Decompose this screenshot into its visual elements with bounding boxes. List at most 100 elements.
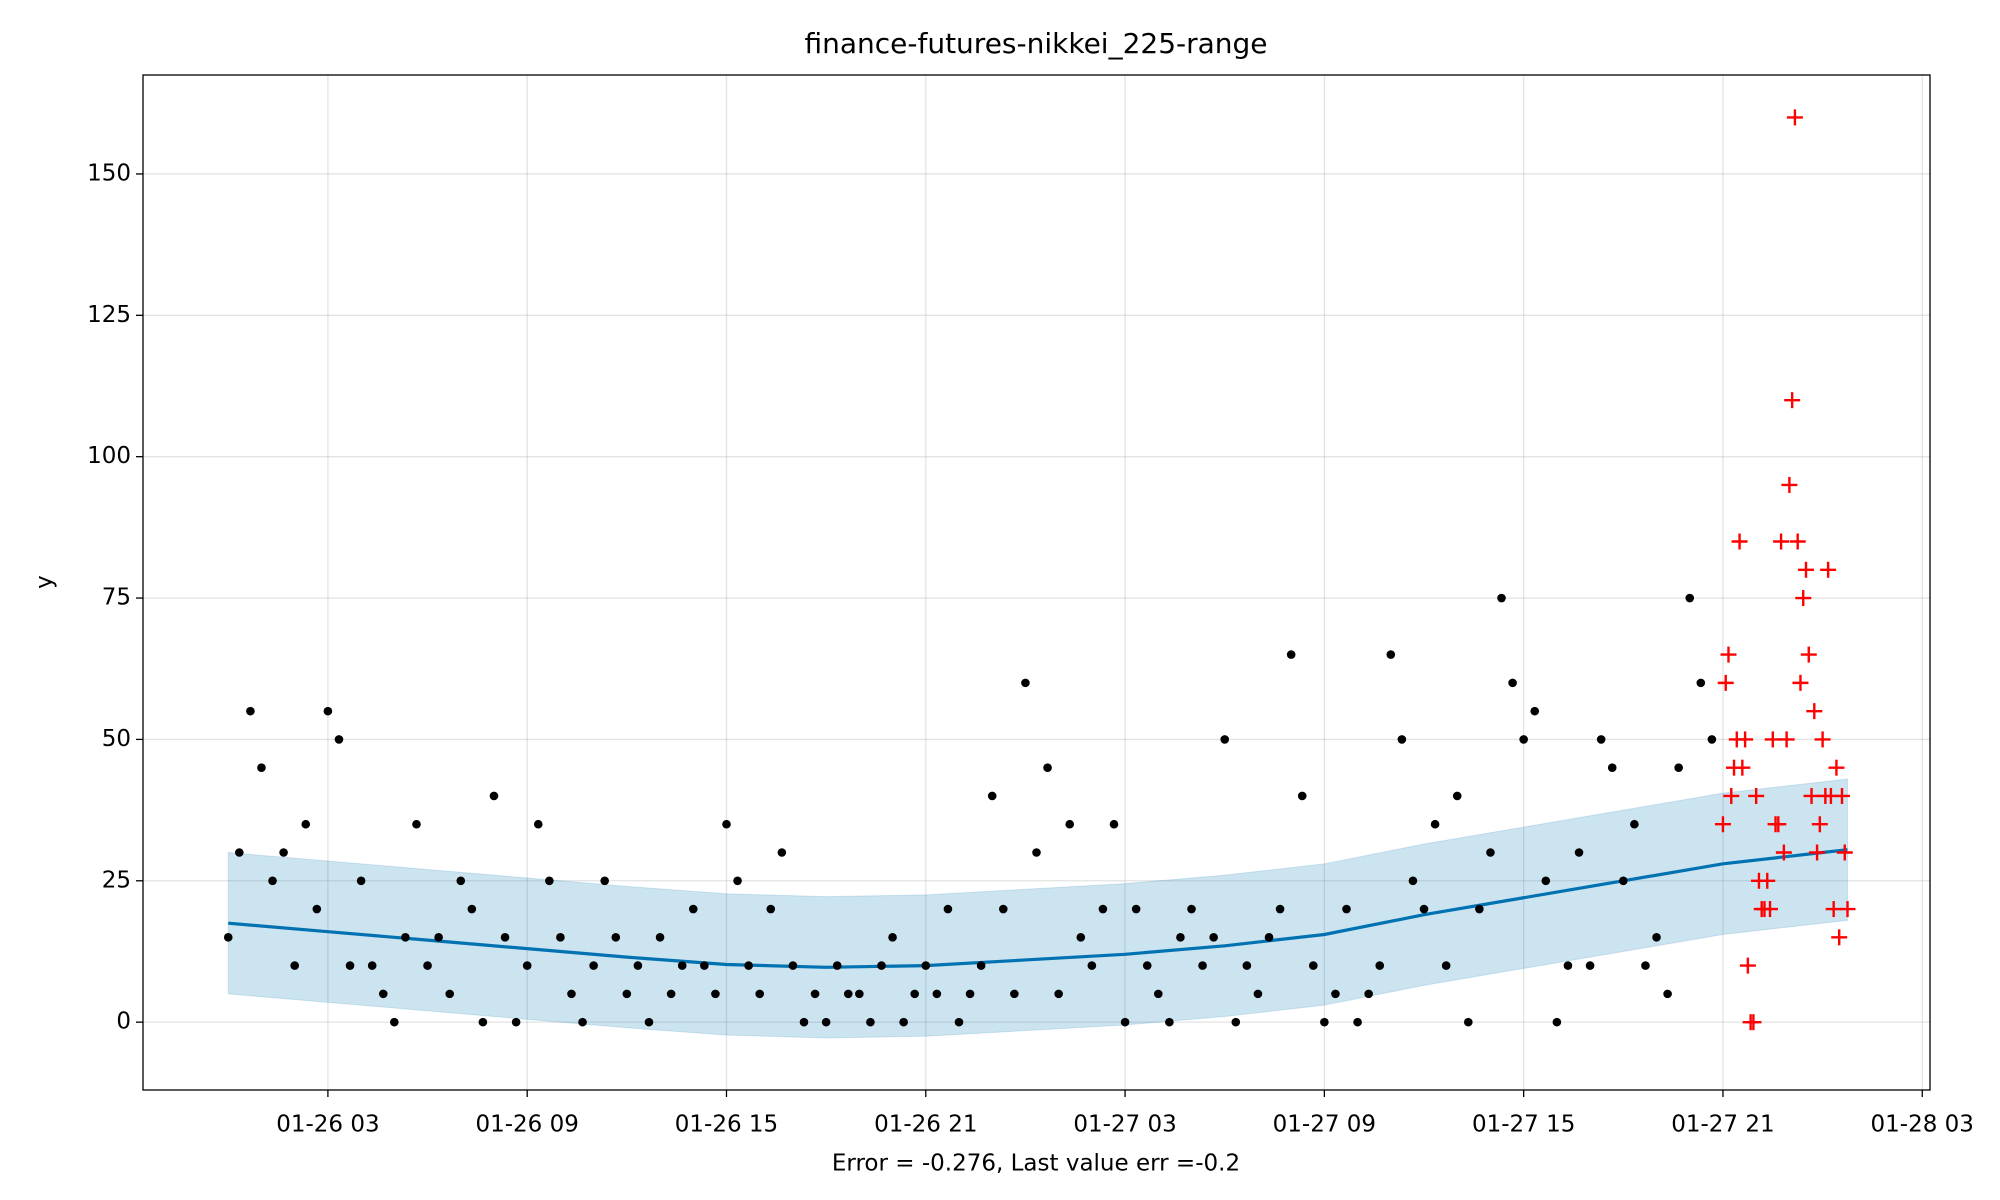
observed-point (755, 989, 765, 999)
observed-point (1308, 961, 1318, 970)
observed-point (489, 791, 499, 801)
future-point (1720, 646, 1737, 663)
future-point (1739, 957, 1756, 974)
observed-point (1021, 678, 1030, 688)
observed-point (1674, 763, 1683, 772)
observed-point (1486, 848, 1495, 857)
observed-point (1342, 904, 1351, 914)
observed-point (1364, 989, 1373, 999)
observed-point (378, 989, 388, 999)
observed-point (1441, 961, 1451, 970)
observed-point (1242, 961, 1252, 970)
observed-point (899, 1017, 908, 1027)
x-tick-label: 01-26 03 (276, 1112, 379, 1138)
future-point (1770, 816, 1787, 833)
observed-point (1641, 961, 1650, 970)
observed-point (1497, 593, 1506, 603)
future-point (1717, 674, 1734, 691)
x-tick-label: 01-27 21 (1671, 1112, 1774, 1138)
observed-point (545, 876, 554, 886)
observed-point (932, 989, 942, 999)
plot-frame (142, 74, 1931, 1091)
observed-point (788, 961, 798, 970)
observed-point (1253, 989, 1263, 999)
observed-point (1076, 933, 1086, 942)
observed-point (1010, 989, 1019, 999)
observed-point (1707, 735, 1717, 744)
observed-point (877, 961, 886, 970)
future-point (1786, 109, 1803, 126)
observed-point (1043, 763, 1052, 772)
observed-point (677, 961, 687, 970)
observed-point (533, 819, 543, 829)
observed-point (456, 876, 466, 886)
observed-point (744, 961, 753, 970)
future-point (1784, 392, 1801, 409)
observed-point (223, 933, 233, 942)
observed-point (1176, 933, 1185, 942)
x-tick-label: 01-28 03 (1871, 1112, 1974, 1138)
future-point (1820, 561, 1837, 578)
future-point (1828, 759, 1845, 776)
observed-point (998, 904, 1008, 914)
observed-point (711, 989, 720, 999)
observed-point (866, 1017, 875, 1027)
observed-point (666, 989, 676, 999)
observed-point (578, 1017, 587, 1027)
y-tick-label: 25 (102, 867, 131, 893)
future-point (1797, 561, 1814, 578)
observed-point (688, 904, 698, 914)
observed-point (1264, 933, 1274, 942)
observed-point (323, 706, 333, 716)
observed-point (1297, 791, 1307, 801)
observed-point (943, 904, 953, 914)
observed-point (965, 989, 975, 999)
observed-point (1619, 876, 1628, 886)
future-point (1734, 759, 1751, 776)
observed-point (655, 933, 665, 942)
observed-point (1530, 706, 1540, 716)
observed-point (611, 933, 621, 942)
future-point (1831, 929, 1848, 946)
observed-point (1541, 876, 1551, 886)
observed-point (1198, 961, 1207, 970)
future-point (1781, 476, 1798, 493)
observed-point (1574, 848, 1584, 857)
observed-point (1452, 791, 1462, 801)
future-point (1814, 731, 1831, 748)
future-point (1775, 844, 1792, 861)
observed-point (1430, 819, 1440, 829)
observed-point (1032, 848, 1041, 857)
observed-point (522, 961, 532, 970)
observed-point (633, 961, 643, 970)
future-point (1764, 731, 1781, 748)
y-tick-label: 50 (102, 726, 131, 752)
observed-point (434, 933, 443, 942)
future-point (1731, 533, 1748, 550)
y-tick-label: 0 (116, 1009, 131, 1035)
observed-point (1353, 1017, 1362, 1027)
future-point (1809, 844, 1826, 861)
observed-point (467, 904, 477, 914)
future-point (1714, 816, 1731, 833)
observed-point (1397, 735, 1407, 744)
observed-point (1286, 650, 1296, 659)
observed-point (589, 961, 598, 970)
observed-point (810, 989, 820, 999)
future-point (1806, 703, 1823, 720)
observed-point (1685, 593, 1695, 603)
observed-point (1142, 961, 1152, 970)
observed-point (954, 1017, 964, 1027)
x-axis-label: Error = -0.276, Last value err =-0.2 (832, 1151, 1240, 1177)
observed-point (1652, 933, 1661, 942)
observed-point (1607, 763, 1617, 772)
observed-point (888, 933, 897, 942)
observed-point (1386, 650, 1396, 659)
observed-point (1408, 876, 1418, 886)
observed-point (855, 989, 864, 999)
observed-point (268, 876, 277, 886)
observed-point (600, 876, 609, 886)
future-point (1792, 674, 1809, 691)
observed-point (821, 1017, 831, 1027)
observed-point (910, 989, 920, 999)
